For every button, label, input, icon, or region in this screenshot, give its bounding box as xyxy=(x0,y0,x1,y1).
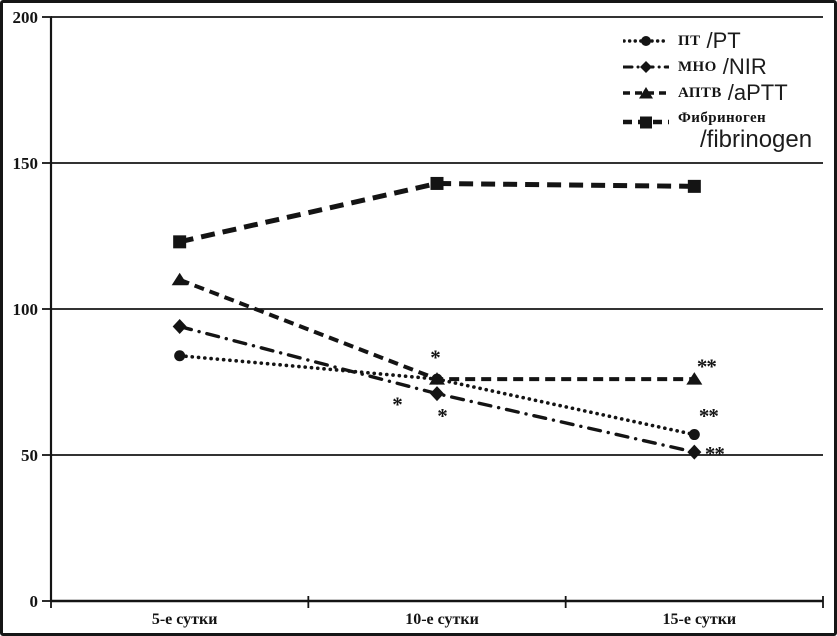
legend-label-ru: ПТ xyxy=(678,32,701,49)
series-line-fibrinogen xyxy=(179,180,695,245)
x-tick-label: 10-е сутки xyxy=(405,611,479,628)
y-tick-label: 0 xyxy=(30,592,39,611)
marker-square-fibrinogen xyxy=(430,176,444,190)
marker-diamond-nir xyxy=(687,444,702,460)
legend-label-ru: АПТВ xyxy=(678,84,722,101)
pt-dotted-line-circle-marker-icon xyxy=(623,36,669,46)
marker-triangle-aptt xyxy=(686,372,703,385)
marker-circle-pt xyxy=(688,429,700,441)
marker-diamond-nir xyxy=(172,319,187,335)
legend-label-en: /fibrinogen xyxy=(700,126,813,153)
marker-square-fibrinogen xyxy=(173,235,187,249)
aptt-dashed-line-triangle-marker-icon xyxy=(623,87,669,99)
legend-item-aptt: АПТВ /aPTT xyxy=(623,80,812,106)
legend-label-ru: МНО xyxy=(678,58,717,75)
significance-annotation: * xyxy=(392,392,402,416)
legend-label-en: /NIR xyxy=(722,54,767,79)
marker-square-fibrinogen xyxy=(687,179,701,193)
nir-dashdot-line-diamond-marker-icon xyxy=(623,61,669,73)
marker-circle-pt xyxy=(174,350,186,362)
significance-annotation: ** xyxy=(705,442,725,466)
chart-legend: ПТ /PT МНО /NIR АПТВ /aPTT xyxy=(623,28,812,154)
legend-label-en: /PT xyxy=(706,28,741,53)
legend-item-fibrinogen: Фибриноген /fibrinogen xyxy=(623,110,812,154)
y-tick-label: 150 xyxy=(13,154,39,173)
legend-label-block: Фибриноген /fibrinogen xyxy=(678,110,812,154)
marker-diamond-nir xyxy=(430,386,444,402)
y-tick-label: 50 xyxy=(21,446,38,465)
significance-annotation: ** xyxy=(699,404,719,428)
significance-annotation: * xyxy=(437,404,447,428)
significance-annotation: * xyxy=(430,346,440,370)
legend-label-ru: Фибриноген xyxy=(678,110,767,126)
y-tick-label: 100 xyxy=(13,300,39,319)
fibrinogen-dashed-line-square-marker-icon xyxy=(623,116,669,129)
line-chart-plot: 0 50 100 150 200 5-е сутки 10-е сутки 15-е сутк… xyxy=(13,8,824,628)
legend-item-pt: ПТ /PT xyxy=(623,28,812,54)
legend-label-en: /aPTT xyxy=(727,80,788,105)
legend-item-nir: МНО /NIR xyxy=(623,54,812,80)
significance-annotation: ** xyxy=(697,354,717,378)
y-tick-label: 200 xyxy=(13,8,39,27)
x-tick-label: 15-е сутки xyxy=(663,611,737,628)
marker-triangle-aptt xyxy=(171,272,188,286)
marker-triangle-aptt xyxy=(429,372,445,385)
x-tick-label: 5-е сутки xyxy=(152,611,218,628)
